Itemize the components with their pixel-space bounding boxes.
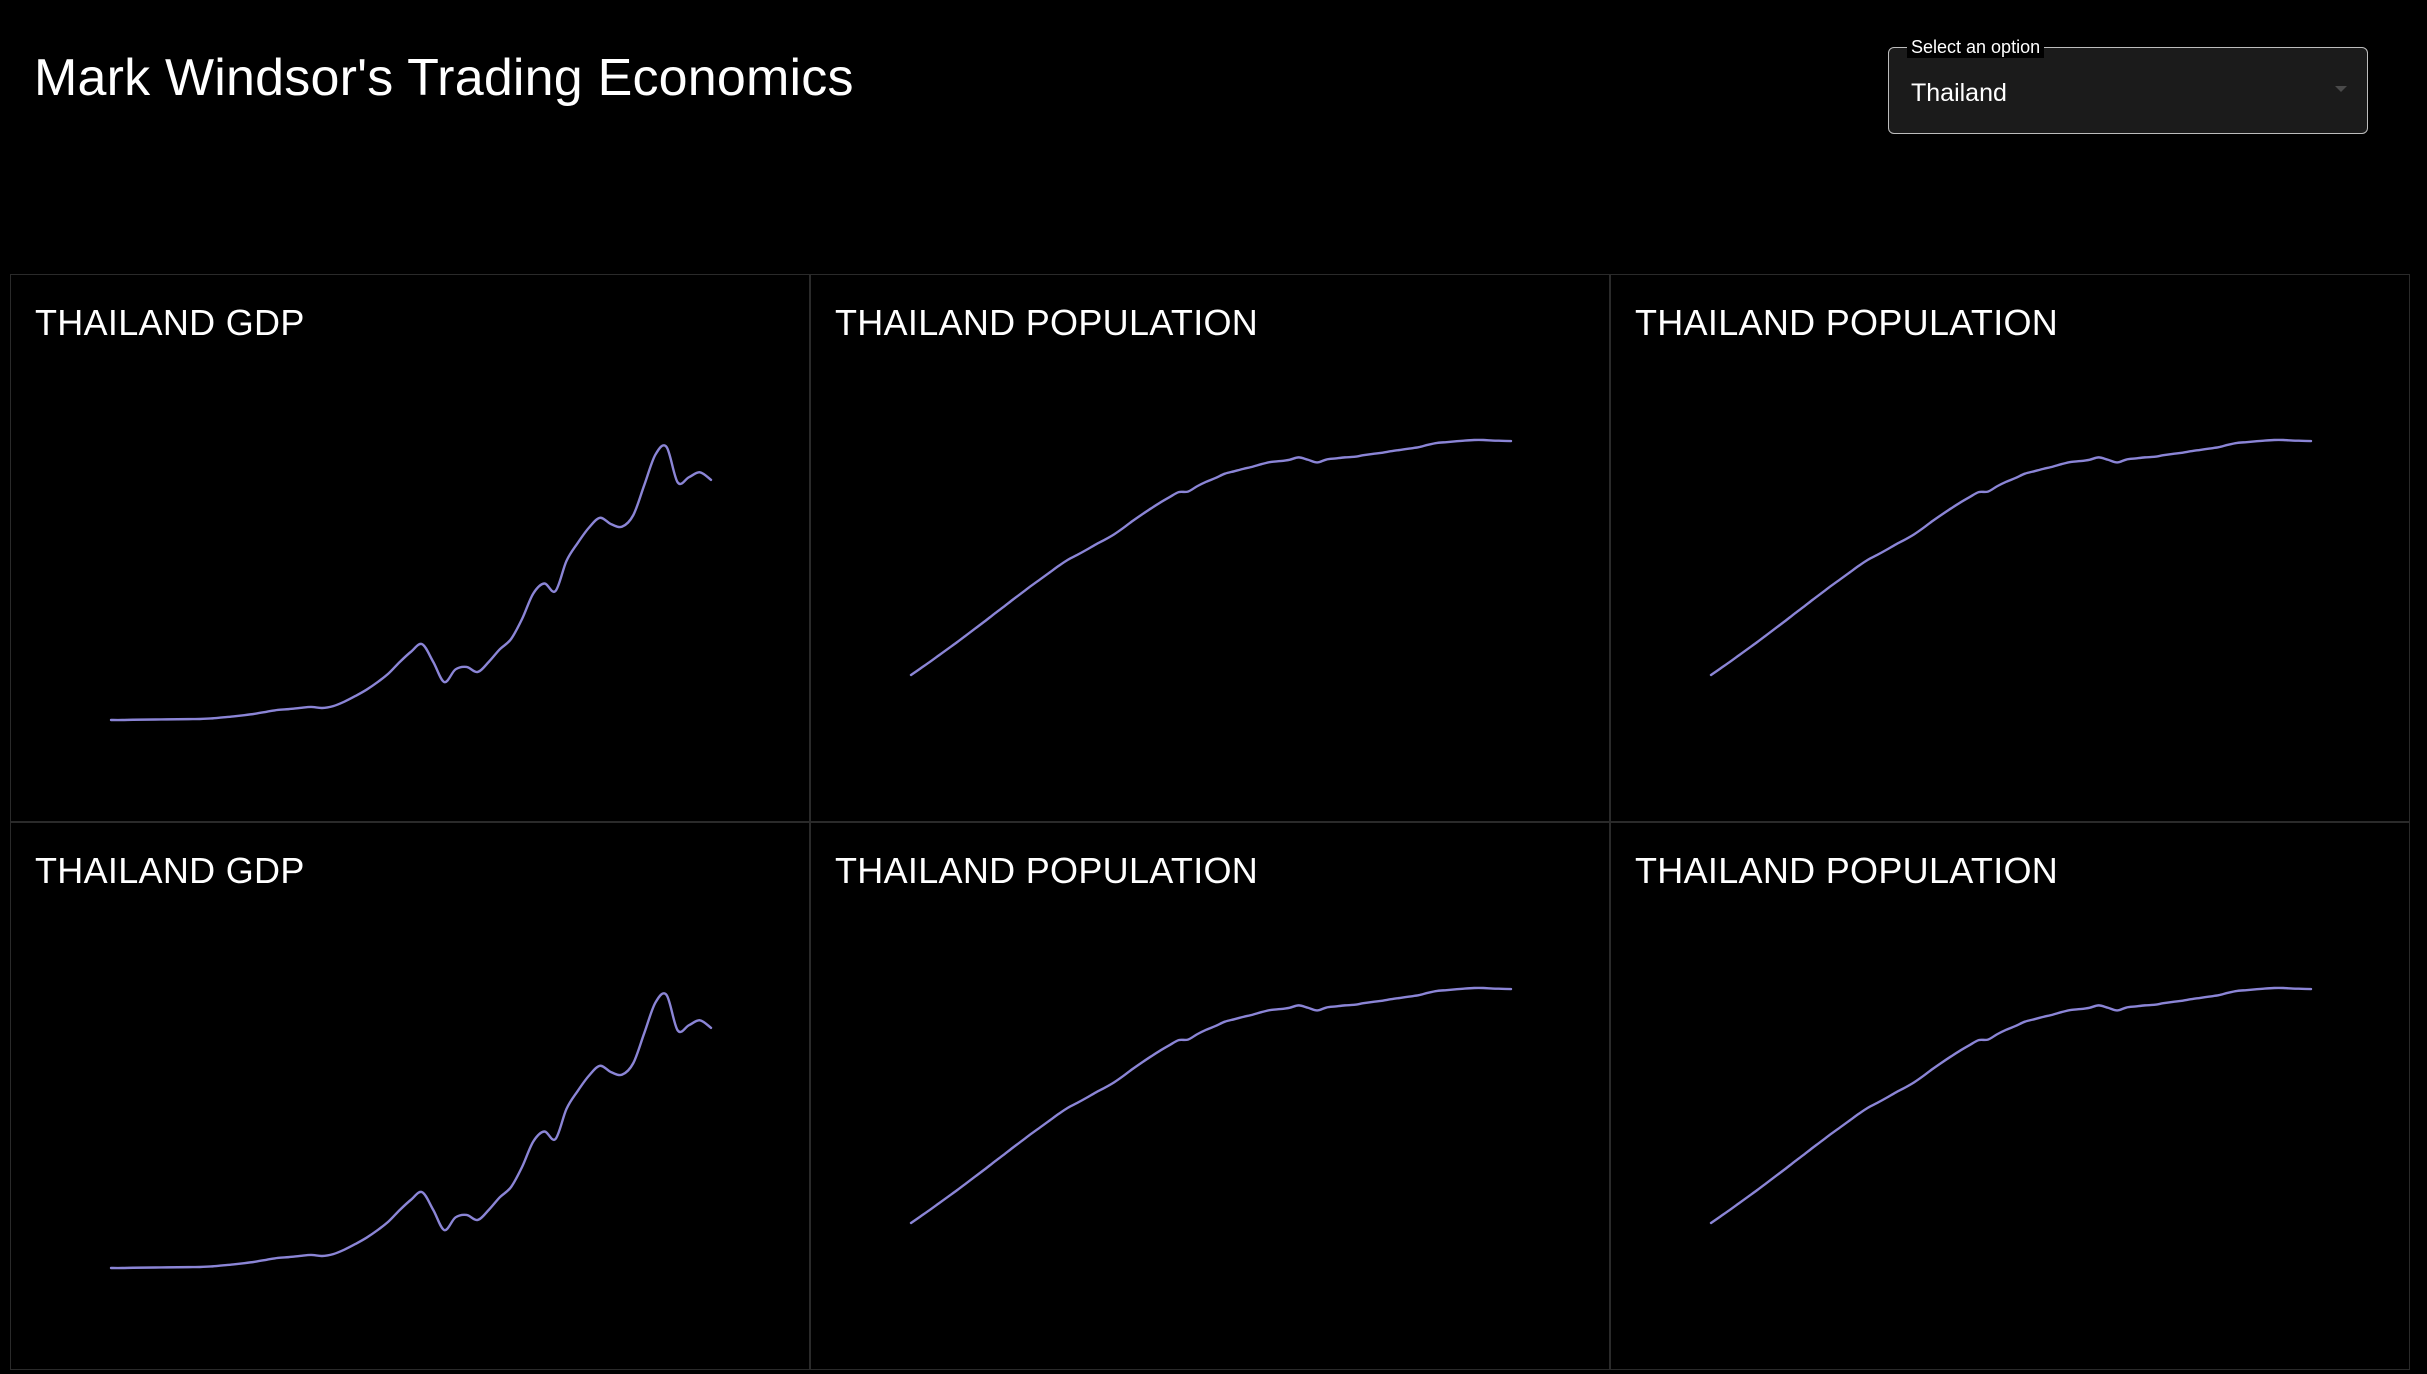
chart-card-population: THAILAND POPULATION [1610, 274, 2410, 822]
chart-title: THAILAND GDP [35, 302, 305, 343]
country-select[interactable]: Select an option Thailand [1888, 36, 2368, 134]
chart-card-gdp: THAILAND GDP [10, 274, 810, 822]
chart-population [1709, 438, 2313, 677]
chart-card-population: THAILAND POPULATION [810, 822, 1610, 1370]
chart-population [909, 438, 1513, 677]
chart-title: THAILAND POPULATION [1635, 302, 2059, 343]
chart-gdp [109, 444, 713, 722]
chart-card-gdp: THAILAND GDP [10, 822, 810, 1370]
country-select-value: Thailand [1911, 79, 2007, 107]
series-line [109, 444, 713, 722]
chart-population [909, 986, 1513, 1225]
series-line [909, 438, 1513, 677]
header: Mark Windsor's Trading Economics Select … [0, 0, 2427, 200]
series-line [909, 986, 1513, 1225]
chart-title: THAILAND GDP [35, 850, 305, 891]
chart-title: THAILAND POPULATION [835, 302, 1259, 343]
series-line [1709, 438, 2313, 677]
chevron-down-icon[interactable] [2335, 86, 2347, 92]
chart-population [1709, 986, 2313, 1225]
country-select-label: Select an option [1907, 36, 2045, 58]
chart-title: THAILAND POPULATION [835, 850, 1259, 891]
chart-title: THAILAND POPULATION [1635, 850, 2059, 891]
chart-gdp [109, 992, 713, 1270]
chart-card-population: THAILAND POPULATION [810, 274, 1610, 822]
page-title: Mark Windsor's Trading Economics [34, 49, 854, 107]
series-line [109, 992, 713, 1270]
chart-card-population: THAILAND POPULATION [1610, 822, 2410, 1370]
series-line [1709, 986, 2313, 1225]
charts-grid: THAILAND GDP THAILAND POPULATION THAILAN… [10, 274, 2410, 1370]
